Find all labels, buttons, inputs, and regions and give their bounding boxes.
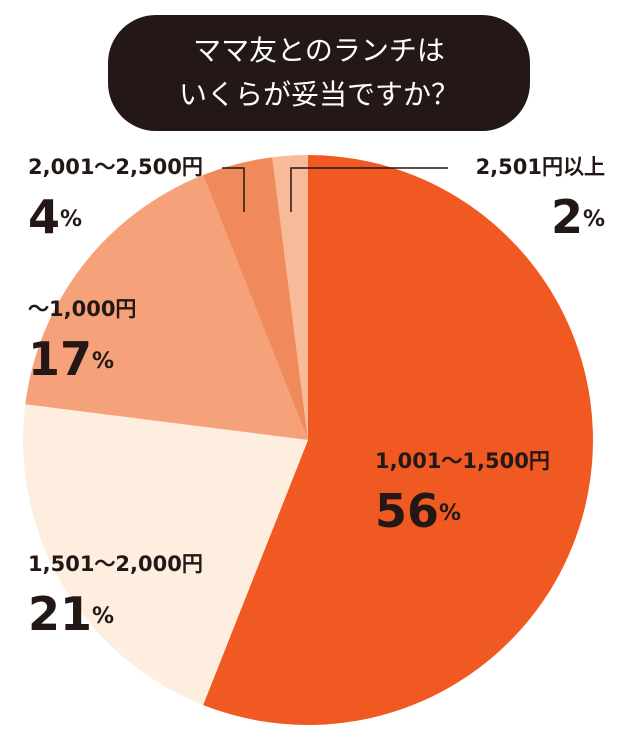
value-label: 4% <box>28 190 82 244</box>
category-label: 〜1,000円 <box>28 297 136 321</box>
pie <box>22 155 593 725</box>
category-label: 1,501〜2,000円 <box>28 552 203 576</box>
title-box <box>108 15 530 131</box>
value-label: 2% <box>551 190 605 244</box>
value-label: 17% <box>28 332 114 386</box>
value-label: 56% <box>375 484 461 538</box>
pie-slice <box>203 155 593 725</box>
category-label: 2,501円以上 <box>476 155 605 179</box>
pie-slice <box>22 404 309 705</box>
pie-slice <box>272 155 308 440</box>
pie-slice <box>25 175 308 440</box>
value-label: 21% <box>28 587 114 641</box>
chart-title: ママ友とのランチは <box>193 34 445 67</box>
chart-title: いくらが妥当ですか？ <box>179 78 459 111</box>
leader-line <box>222 167 245 212</box>
category-label: 1,001〜1,500円 <box>375 449 550 473</box>
category-label: 2,001〜2,500円 <box>28 155 203 179</box>
pie-slice <box>203 157 308 440</box>
leader-line <box>290 167 448 212</box>
